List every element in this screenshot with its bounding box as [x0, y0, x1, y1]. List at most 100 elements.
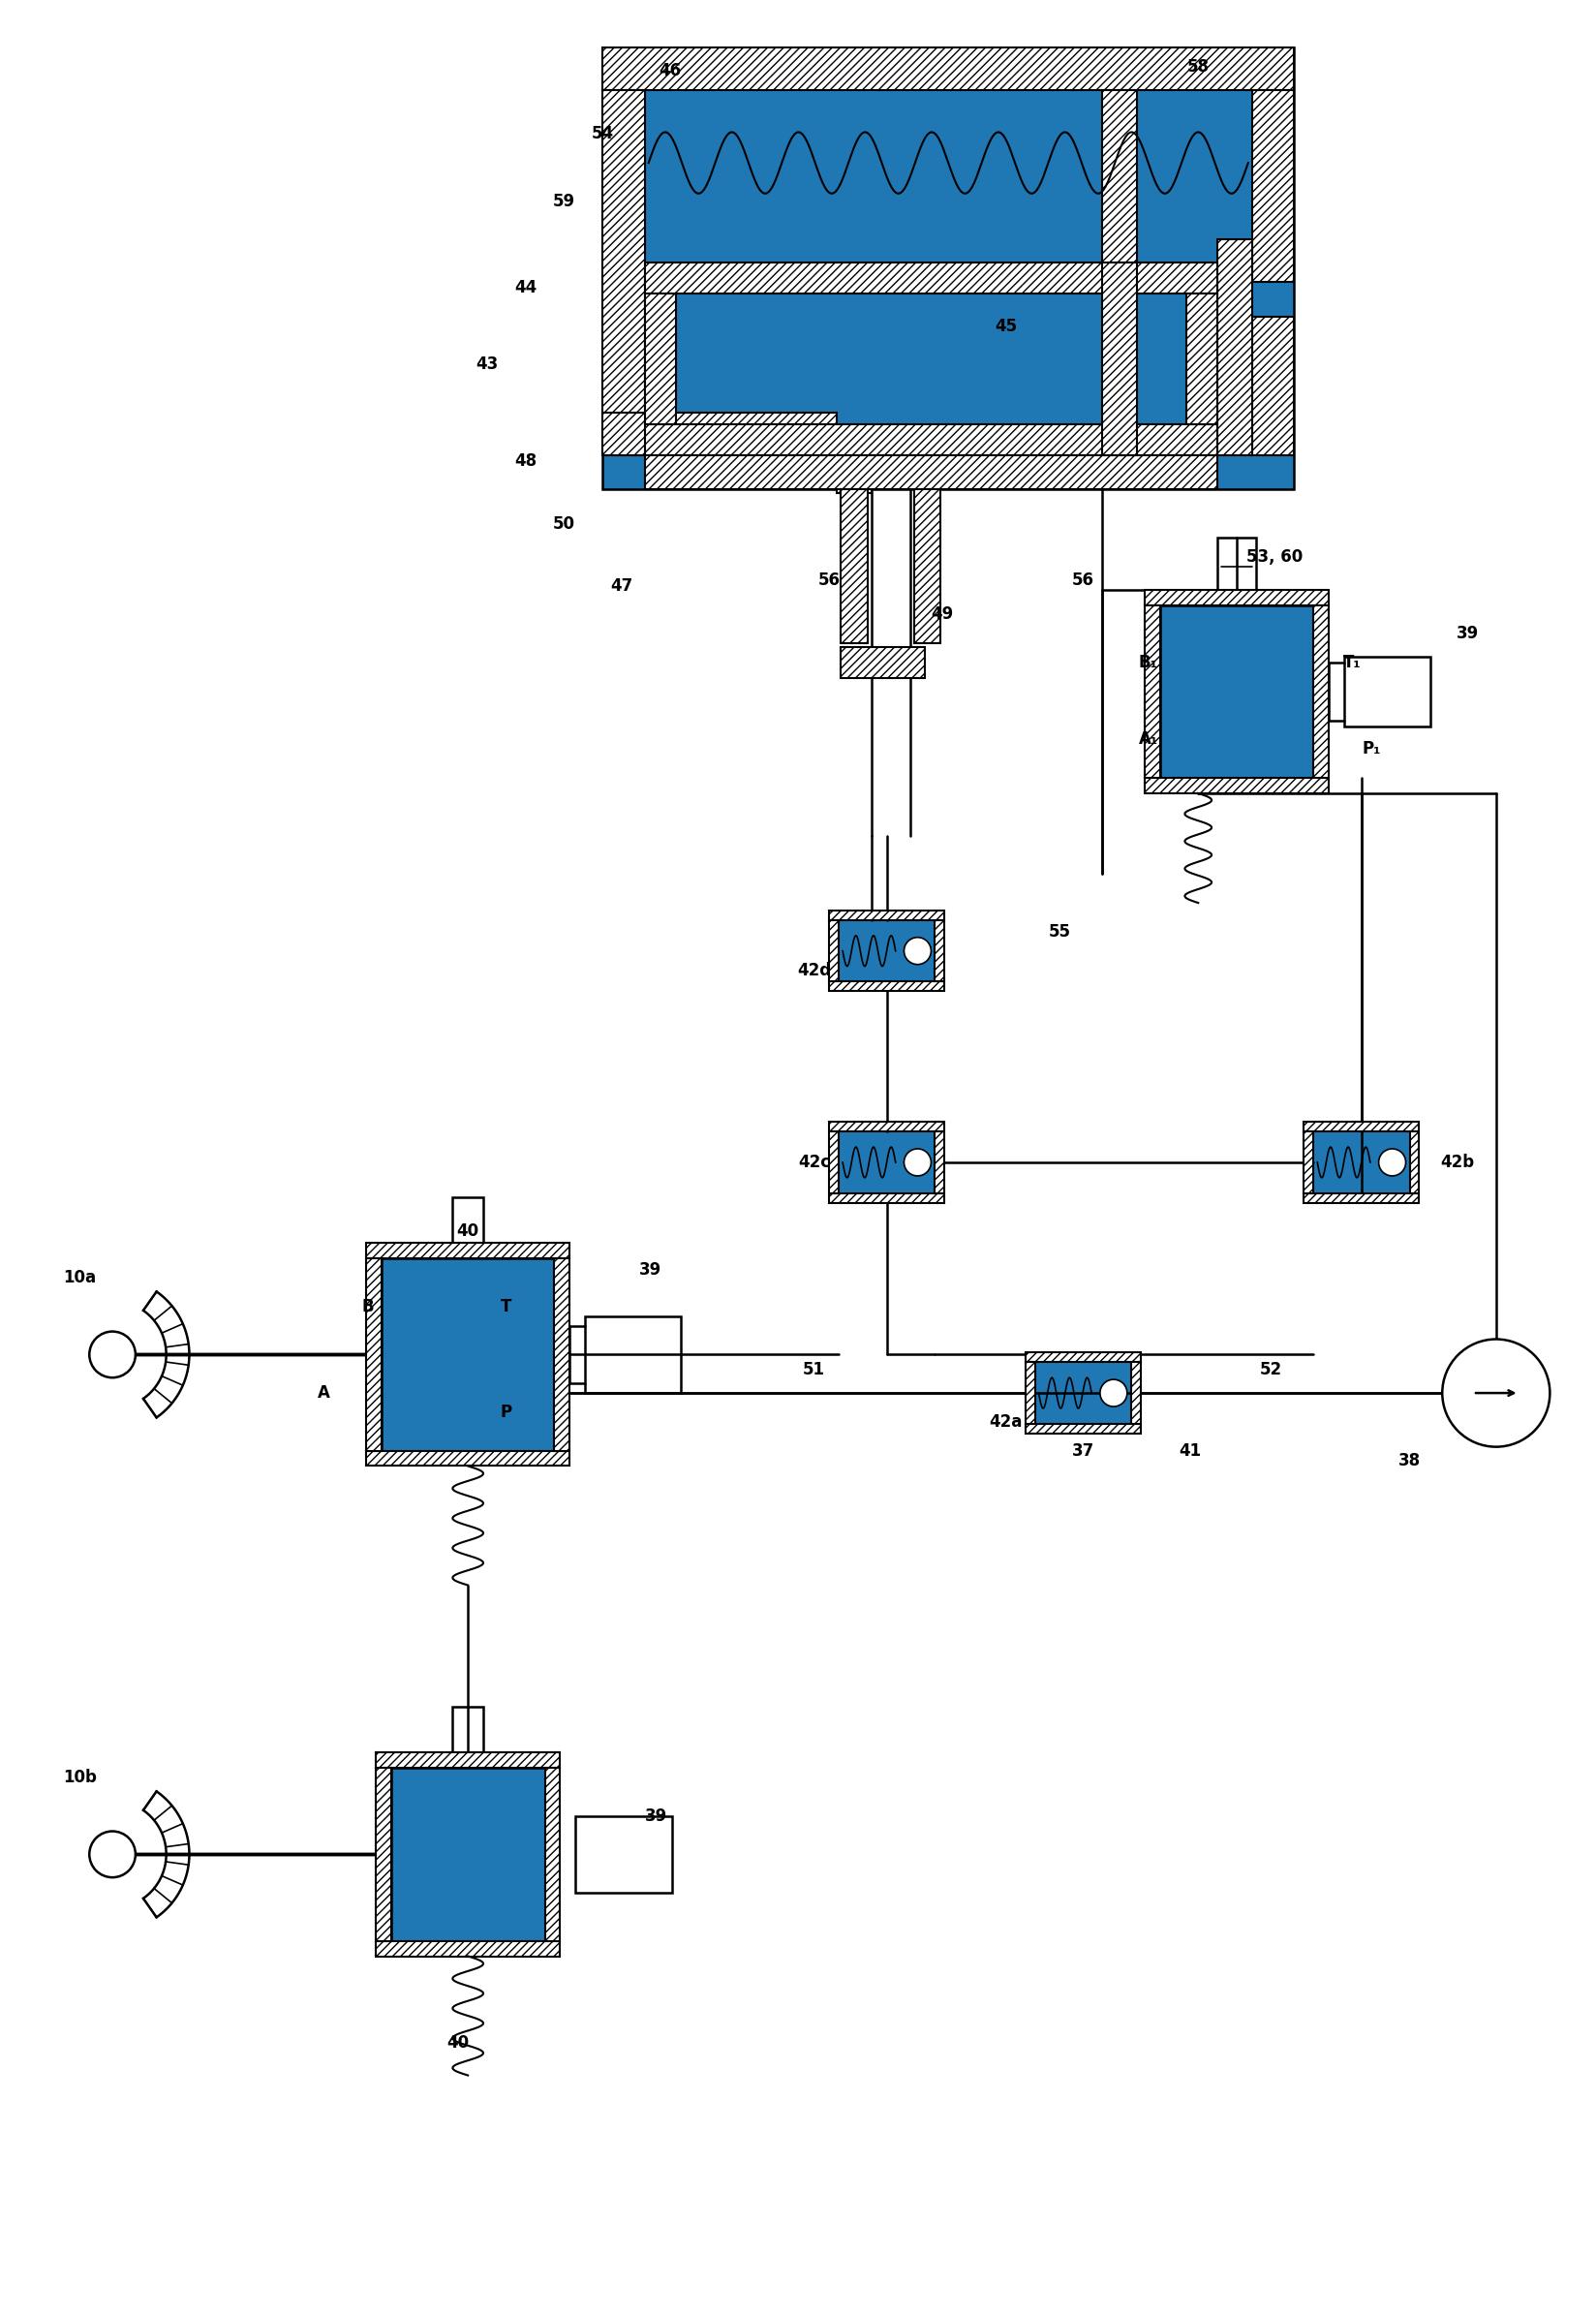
- Bar: [365, 1450, 570, 1467]
- Bar: [828, 1131, 838, 1193]
- Bar: [1251, 317, 1293, 454]
- Circle shape: [1100, 1379, 1127, 1406]
- Bar: [828, 911, 943, 920]
- Bar: [1314, 1131, 1409, 1193]
- Bar: [1034, 1362, 1130, 1423]
- Bar: [391, 1768, 544, 1942]
- Bar: [602, 90, 645, 454]
- Bar: [452, 1198, 484, 1251]
- Bar: [1025, 1353, 1140, 1362]
- Text: P: P: [500, 1404, 512, 1420]
- Bar: [381, 1258, 554, 1450]
- Bar: [375, 1768, 391, 1942]
- Bar: [602, 49, 1293, 489]
- Bar: [934, 1131, 943, 1193]
- Bar: [1101, 90, 1136, 262]
- Text: A: A: [318, 1383, 330, 1402]
- Text: 38: 38: [1398, 1450, 1420, 1469]
- Bar: [1302, 1193, 1419, 1203]
- Text: 46: 46: [658, 63, 680, 79]
- Bar: [1251, 90, 1293, 283]
- Bar: [836, 452, 871, 494]
- Bar: [381, 1258, 554, 1450]
- Circle shape: [903, 1149, 930, 1175]
- Bar: [1144, 589, 1328, 605]
- Text: 48: 48: [514, 452, 536, 470]
- Text: 42a: 42a: [990, 1413, 1021, 1430]
- Text: 39: 39: [645, 1807, 667, 1823]
- Text: 58: 58: [1186, 58, 1208, 76]
- Bar: [1130, 1362, 1140, 1423]
- Text: 47: 47: [610, 577, 632, 595]
- Text: 42c: 42c: [798, 1154, 830, 1170]
- Circle shape: [1441, 1339, 1550, 1446]
- Bar: [452, 1705, 484, 1761]
- Circle shape: [89, 1830, 136, 1877]
- Bar: [1216, 538, 1254, 595]
- Bar: [1025, 1423, 1140, 1434]
- Bar: [1144, 605, 1159, 779]
- Bar: [375, 1942, 560, 1956]
- Text: 54: 54: [591, 125, 613, 144]
- Bar: [1302, 1131, 1314, 1193]
- Text: B₁: B₁: [1138, 653, 1157, 672]
- Bar: [838, 920, 934, 982]
- Text: 41: 41: [1178, 1441, 1200, 1460]
- Bar: [1186, 294, 1216, 424]
- Bar: [828, 1193, 943, 1203]
- Circle shape: [1377, 1149, 1404, 1175]
- Bar: [1302, 1121, 1419, 1131]
- Text: 43: 43: [476, 357, 498, 373]
- Text: 10b: 10b: [62, 1768, 97, 1786]
- Bar: [365, 1244, 570, 1258]
- Text: 37: 37: [1071, 1441, 1093, 1460]
- Text: A₁: A₁: [1138, 730, 1157, 748]
- Bar: [1314, 1131, 1409, 1193]
- Text: 56: 56: [817, 572, 839, 589]
- Text: 40: 40: [456, 1223, 479, 1240]
- Bar: [584, 1316, 681, 1393]
- Bar: [602, 412, 836, 454]
- Circle shape: [903, 938, 930, 964]
- Bar: [1344, 656, 1430, 725]
- Text: 40: 40: [447, 2034, 469, 2051]
- Bar: [1025, 1362, 1034, 1423]
- Bar: [645, 424, 1216, 454]
- Text: P₁: P₁: [1361, 741, 1379, 758]
- Text: 53, 60: 53, 60: [1246, 549, 1302, 565]
- Bar: [391, 1768, 544, 1942]
- Text: 45: 45: [994, 317, 1017, 336]
- Text: 44: 44: [514, 278, 536, 297]
- Bar: [828, 982, 943, 992]
- Bar: [645, 454, 1216, 489]
- Bar: [365, 1258, 381, 1450]
- Text: 59: 59: [552, 192, 575, 211]
- Bar: [645, 262, 1216, 294]
- Bar: [1409, 1131, 1419, 1193]
- Bar: [838, 1131, 934, 1193]
- Bar: [828, 920, 838, 982]
- Bar: [602, 49, 1293, 90]
- Bar: [1144, 779, 1328, 792]
- Bar: [675, 294, 1186, 424]
- Text: T₁: T₁: [1342, 653, 1360, 672]
- Bar: [839, 646, 924, 679]
- Bar: [1159, 605, 1314, 779]
- Bar: [1101, 262, 1136, 454]
- Text: 10a: 10a: [64, 1270, 96, 1286]
- Text: 39: 39: [638, 1260, 661, 1279]
- Bar: [544, 1768, 560, 1942]
- Text: 55: 55: [1049, 922, 1071, 941]
- Text: B: B: [362, 1298, 373, 1316]
- Text: 42d: 42d: [796, 962, 830, 978]
- Text: T: T: [501, 1298, 512, 1316]
- Text: 39: 39: [1456, 626, 1478, 642]
- Bar: [838, 920, 934, 982]
- Text: 42b: 42b: [1440, 1154, 1473, 1170]
- Bar: [913, 489, 940, 644]
- Text: 49: 49: [930, 605, 953, 623]
- Circle shape: [89, 1332, 136, 1379]
- Bar: [554, 1258, 570, 1450]
- Text: 51: 51: [803, 1360, 825, 1379]
- Bar: [1314, 605, 1328, 779]
